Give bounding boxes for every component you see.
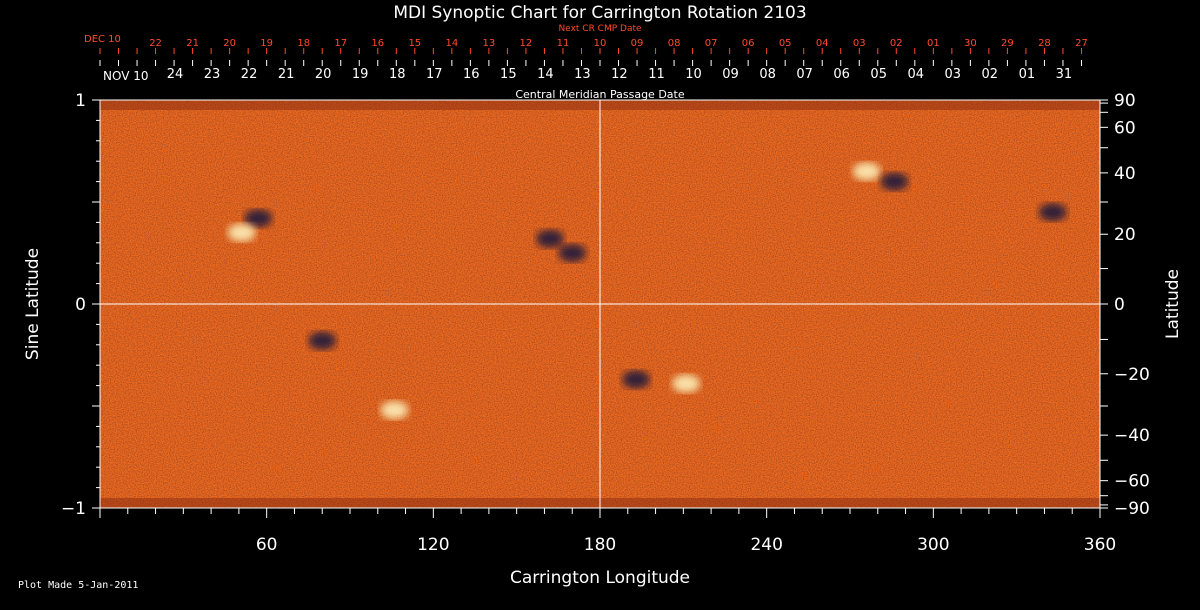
chart-title: MDI Synoptic Chart for Carrington Rotati… [393,3,806,23]
active-region-5 [880,172,909,191]
active-region-1 [227,223,256,242]
y-right-tick-label: 20 [1114,225,1136,245]
date-label: 04 [816,38,829,49]
date-label: 23 [204,67,221,82]
y-axis-right-label: Latitude [1163,269,1183,339]
y-axis-left: 1 0 −1 [61,91,100,519]
active-region-2 [536,229,564,248]
date-label: 02 [890,38,903,49]
next-cr-month-label: DEC 10 [84,34,121,45]
date-label: 29 [1001,38,1014,49]
y-left-tick-label: 0 [75,295,86,315]
date-label: 05 [779,38,792,49]
x-tick-label: 60 [256,535,278,555]
x-tick-label: 180 [584,535,616,555]
date-label: 02 [982,67,999,82]
cmp-axis-label: Central Meridian Passage Date [515,88,684,101]
y-axis-left-label: Sine Latitude [23,248,43,360]
date-label: 31 [1056,67,1073,82]
date-label: 11 [648,67,665,82]
date-label: 03 [853,38,866,49]
active-region-7 [672,374,701,393]
y-right-tick-label: −60 [1114,472,1150,492]
x-tick-label: 360 [1084,535,1116,555]
date-label: 05 [870,67,887,82]
date-label: 01 [927,38,940,49]
date-label: 19 [352,67,369,82]
date-label: 06 [742,38,755,49]
active-region-8 [380,401,409,420]
x-tick-label: 240 [750,535,782,555]
date-label: 01 [1019,67,1036,82]
y-right-tick-label: −20 [1114,365,1150,385]
plot-made-footer: Plot Made 5-Jan-2011 [18,580,139,591]
date-label: 16 [463,67,480,82]
date-label: 08 [668,38,681,49]
active-region-6 [622,370,651,389]
date-label: 12 [520,38,533,49]
x-tick-label: 300 [917,535,949,555]
date-label: 10 [685,67,702,82]
active-region-3 [558,244,587,262]
date-label: 22 [149,38,162,49]
date-label: 15 [500,67,517,82]
active-region-9 [308,331,337,350]
y-left-tick-label: 1 [75,91,86,111]
date-label: 18 [297,38,310,49]
date-label: 09 [722,67,739,82]
y-right-tick-label: 90 [1114,91,1136,111]
date-label: 15 [408,38,421,49]
y-axis-right: 90 60 40 20 0 −20 −40 −60 −90 [1100,91,1150,519]
date-label: 14 [445,38,458,49]
date-label: 16 [371,38,384,49]
date-label: 21 [278,67,295,82]
y-right-tick-label: 40 [1114,164,1136,184]
next-cr-axis-label: Next CR CMP Date [558,24,642,34]
date-label: 20 [315,67,332,82]
date-label: 07 [796,67,813,82]
active-region-0 [244,209,273,228]
date-label: 19 [260,38,273,49]
cmp-date-axis: 24 23 22 21 20 19 18 17 16 15 14 13 12 11 10 09 08 07 06 05… [99,60,1082,82]
date-label: 14 [537,67,554,82]
x-axis: 60 120 180 240 300 360 [99,508,1116,555]
cmp-month-label: NOV 10 [103,69,149,83]
date-label: 08 [759,67,776,82]
y-right-tick-label: −40 [1114,426,1150,446]
date-label: 22 [241,67,258,82]
date-label: 10 [594,38,607,49]
date-label: 20 [223,38,236,49]
date-label: 07 [705,38,718,49]
active-region-10 [1038,203,1067,222]
date-label: 09 [631,38,644,49]
y-right-tick-label: 60 [1114,118,1136,138]
date-label: 28 [1038,38,1051,49]
date-label: 21 [186,38,199,49]
date-label: 27 [1075,38,1088,49]
date-label: 06 [833,67,850,82]
date-label: 13 [483,38,496,49]
date-label: 04 [907,67,924,82]
date-label: 13 [574,67,591,82]
date-label: 17 [334,38,347,49]
date-label: 18 [389,67,406,82]
date-label: 24 [167,67,184,82]
date-label: 03 [945,67,962,82]
date-label: 17 [426,67,443,82]
next-cr-date-axis: 22 21 20 19 18 17 16 15 14 13 12 11 10 09 08 07 06 05 04 03… [99,38,1088,54]
x-tick-label: 120 [417,535,449,555]
active-region-4 [852,162,881,181]
date-label: 11 [557,38,570,49]
date-label: 12 [611,67,628,82]
y-right-tick-label: 0 [1114,295,1125,315]
y-right-tick-label: −90 [1114,499,1150,519]
y-left-tick-label: −1 [61,499,86,519]
date-label: 30 [964,38,977,49]
x-axis-label: Carrington Longitude [510,568,690,588]
